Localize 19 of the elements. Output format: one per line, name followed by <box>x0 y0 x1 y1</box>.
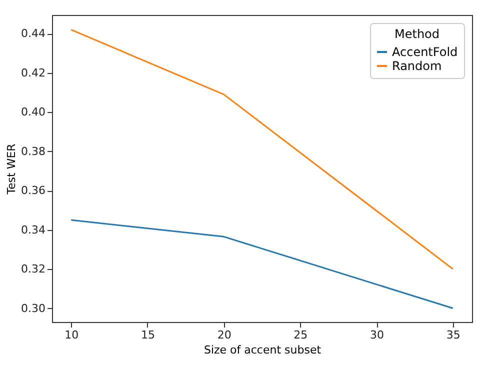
y-tick-label: 0.30 <box>21 302 46 315</box>
y-tick-label: 0.42 <box>21 66 46 80</box>
y-tick-label: 0.34 <box>21 223 46 236</box>
y-axis-title: Test WER <box>5 143 18 196</box>
y-tick-label: 0.44 <box>21 27 46 40</box>
y-tick-label: 0.38 <box>21 144 46 158</box>
x-tick-label: 35 <box>446 328 460 342</box>
x-tick-label: 10 <box>64 328 79 342</box>
x-axis-title: Size of accent subset <box>204 344 322 356</box>
x-tick-label: 20 <box>217 328 232 342</box>
x-tick-label: 25 <box>294 328 308 342</box>
legend-title: Method <box>394 27 440 41</box>
legend-label: Random <box>392 59 442 73</box>
x-tick-label: 30 <box>370 328 384 342</box>
y-tick-label: 0.36 <box>21 184 46 198</box>
legend-label: AccentFold <box>392 45 458 59</box>
y-tick-label: 0.40 <box>21 106 46 119</box>
x-tick-label: 15 <box>140 328 155 342</box>
y-tick-label: 0.32 <box>21 262 46 276</box>
